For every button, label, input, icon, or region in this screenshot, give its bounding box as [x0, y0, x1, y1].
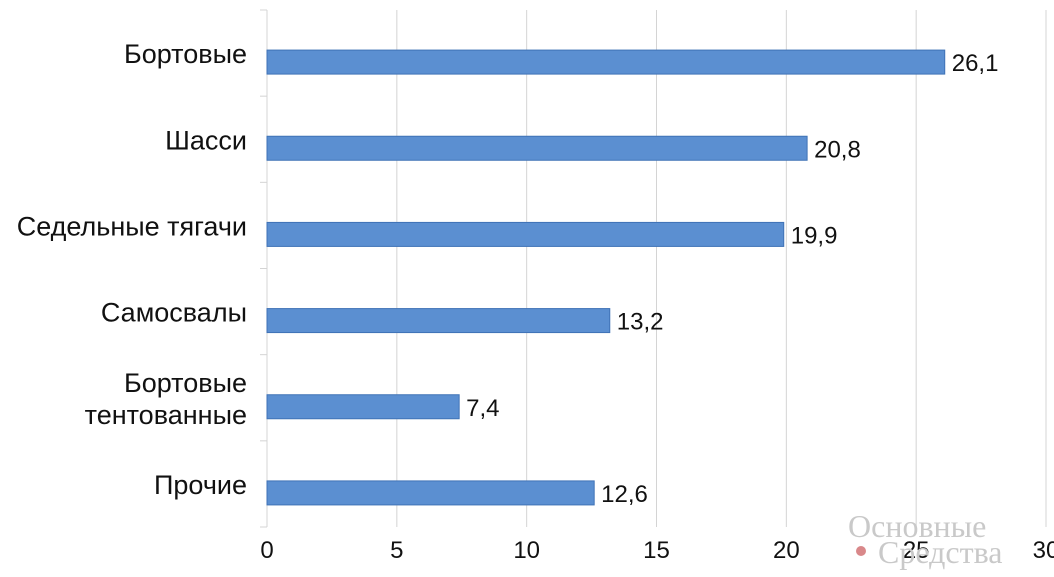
- x-tick-label: 15: [643, 537, 670, 564]
- bar: [266, 49, 946, 75]
- watermark-logo: Основные Средства: [848, 508, 1002, 570]
- watermark-line2: Средства: [878, 534, 1002, 570]
- bar: [266, 308, 611, 334]
- data-label: 12,6: [601, 481, 648, 508]
- category-label: тентованные: [85, 400, 247, 430]
- value-labels: 26,1 20,8 19,9 13,2 7,4 12,6: [466, 50, 998, 508]
- x-tick-label: 5: [390, 537, 403, 564]
- gridlines: [260, 9, 1047, 528]
- data-label: 7,4: [466, 395, 499, 422]
- bar: [266, 221, 785, 247]
- watermark-dot: [856, 546, 866, 556]
- category-label: Бортовые: [124, 39, 247, 69]
- data-label: 19,9: [791, 222, 838, 249]
- bars: [266, 49, 946, 506]
- category-label: Бортовые: [124, 368, 247, 398]
- x-axis-ticks: 0 5 10 15 20 25 30: [260, 537, 1054, 564]
- x-tick-label: 10: [513, 537, 540, 564]
- category-labels: Бортовые Шасси Седельные тягачи Самосвалы Бо…: [17, 39, 247, 500]
- data-label: 13,2: [617, 309, 664, 336]
- category-label: Шасси: [165, 125, 247, 155]
- bar: [266, 480, 595, 506]
- data-label: 20,8: [814, 136, 861, 163]
- category-label: Самосвалы: [101, 298, 247, 328]
- watermark-line1: Основные: [848, 508, 986, 544]
- x-tick-label: 30: [1033, 537, 1054, 564]
- category-label: Прочие: [154, 470, 247, 500]
- data-label: 26,1: [952, 50, 999, 77]
- x-tick-label: 25: [903, 537, 930, 564]
- bar: [266, 394, 460, 420]
- x-tick-label: 0: [260, 537, 273, 564]
- x-tick-label: 20: [773, 537, 800, 564]
- category-label: Седельные тягачи: [17, 211, 247, 241]
- bar: [266, 135, 808, 161]
